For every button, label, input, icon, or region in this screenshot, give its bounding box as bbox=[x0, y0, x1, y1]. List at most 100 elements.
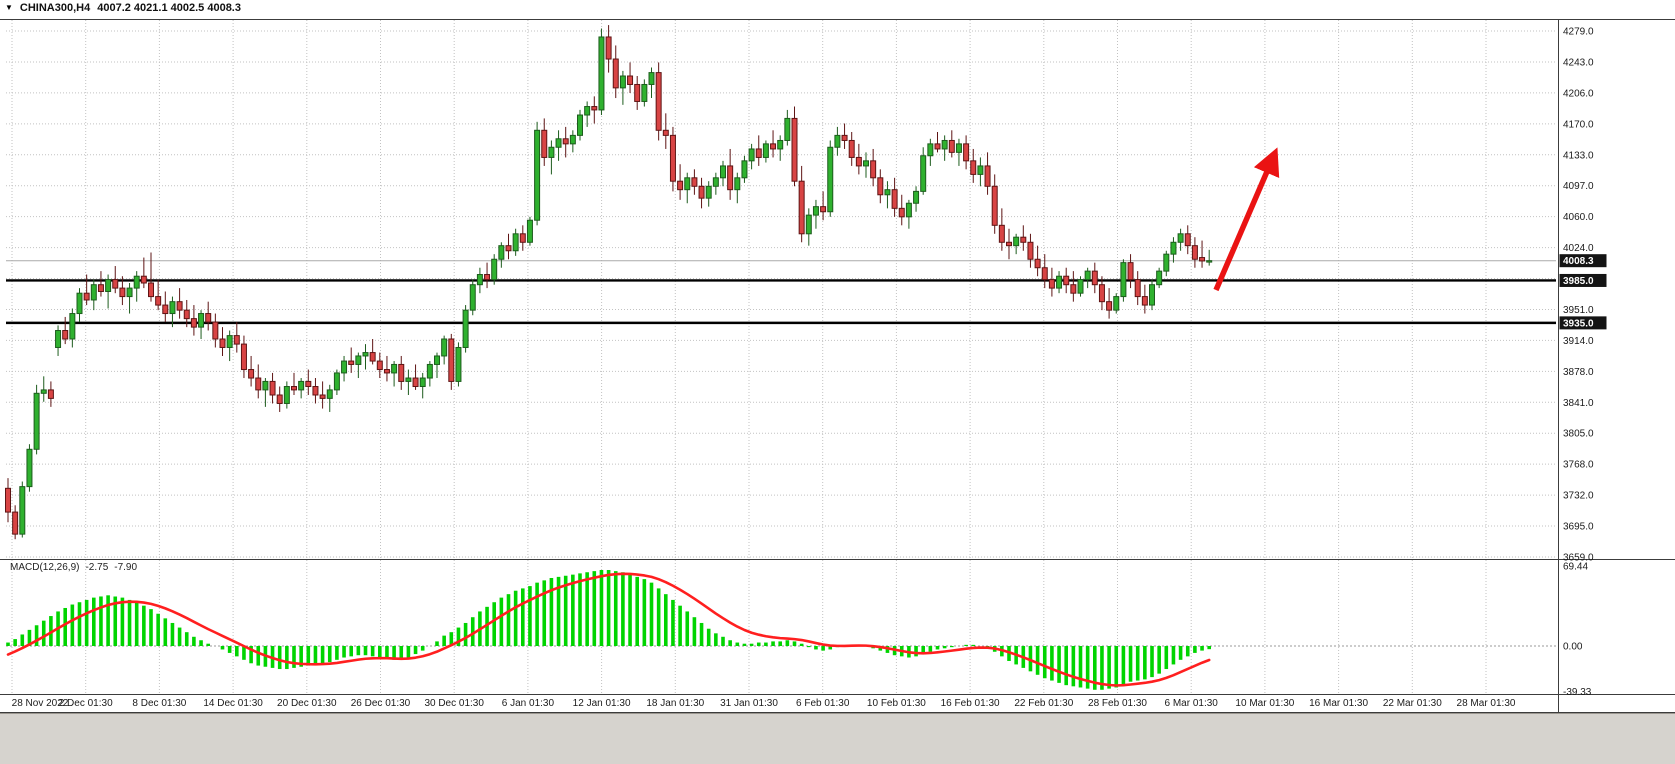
level-price-badge bbox=[1559, 273, 1607, 287]
candle-body bbox=[619, 75, 626, 89]
candle-body bbox=[641, 83, 648, 102]
candle-body bbox=[1098, 284, 1105, 303]
symbol-dropdown-icon[interactable]: ▼ bbox=[5, 3, 13, 12]
candle-body bbox=[226, 335, 233, 348]
candle-body bbox=[770, 143, 777, 150]
candle-body bbox=[562, 138, 569, 145]
candle-body bbox=[1013, 236, 1020, 247]
time-axis-label: 18 Jan 01:30 bbox=[646, 698, 704, 709]
candle-body bbox=[669, 134, 676, 182]
candle-body bbox=[913, 190, 920, 204]
candle-body bbox=[662, 129, 669, 136]
bullish-arrow[interactable] bbox=[1213, 147, 1280, 292]
candle-body bbox=[233, 335, 240, 345]
candle-body bbox=[634, 83, 641, 102]
candle-body bbox=[455, 346, 462, 382]
candle-body bbox=[1134, 279, 1141, 298]
candle-body bbox=[905, 202, 912, 218]
candle-body bbox=[240, 343, 247, 371]
candle-body bbox=[12, 511, 19, 535]
candle-body bbox=[462, 309, 469, 348]
price-axis-label: 4133.0 bbox=[1563, 150, 1594, 161]
candle-body bbox=[920, 155, 927, 192]
candle-body bbox=[176, 301, 183, 311]
trend-arrow[interactable] bbox=[1213, 147, 1280, 292]
chart-title-overlay: ▼ CHINA300,H4 4007.2 4021.1 4002.5 4008.… bbox=[5, 2, 241, 14]
candle-body bbox=[1041, 267, 1048, 281]
candle-body bbox=[855, 156, 862, 167]
candle-body bbox=[569, 134, 576, 145]
candle-body bbox=[519, 233, 526, 243]
macd-pane bbox=[6, 569, 1556, 690]
macd-axis-label: 0.00 bbox=[1563, 642, 1583, 653]
candle-body bbox=[476, 274, 483, 286]
candle-body bbox=[291, 386, 297, 391]
candle-body bbox=[1048, 279, 1055, 289]
candle-body bbox=[333, 372, 340, 391]
candle-body bbox=[834, 134, 841, 148]
time-axis-label: 16 Feb 01:30 bbox=[941, 698, 1000, 709]
candles-layer bbox=[5, 25, 1213, 540]
candle-body bbox=[827, 146, 834, 213]
candle-body bbox=[383, 369, 390, 374]
candle-body bbox=[977, 165, 984, 175]
candle-body bbox=[691, 177, 698, 187]
price-axis-label: 3951.0 bbox=[1563, 305, 1594, 316]
price-badge-text: 3985.0 bbox=[1563, 276, 1594, 287]
horizontal-level-lines[interactable] bbox=[6, 260, 1556, 325]
level-price-badge bbox=[1559, 316, 1607, 330]
price-axis-label: 3914.0 bbox=[1563, 336, 1594, 347]
price-axis-label: 3695.0 bbox=[1563, 522, 1594, 533]
time-axis-label: 14 Dec 01:30 bbox=[203, 698, 263, 709]
candle-body bbox=[998, 224, 1005, 243]
candle-body bbox=[276, 394, 283, 404]
candle-body bbox=[283, 386, 290, 404]
candle-body bbox=[898, 207, 905, 218]
time-axis-label: 10 Feb 01:30 bbox=[867, 698, 926, 709]
macd-main-value: -2.75 bbox=[85, 562, 109, 573]
candle-body bbox=[698, 185, 705, 199]
grid-layer bbox=[6, 20, 1556, 694]
candle-body bbox=[341, 360, 348, 374]
time-axis-label: 6 Jan 01:30 bbox=[502, 698, 555, 709]
macd-axis-label: -39.33 bbox=[1563, 687, 1592, 698]
candle-body bbox=[269, 380, 276, 396]
candle-body bbox=[1177, 233, 1184, 243]
candle-body bbox=[498, 245, 505, 260]
candle-body bbox=[348, 360, 355, 365]
price-axis-label: 3732.0 bbox=[1563, 491, 1594, 502]
candle-body bbox=[398, 363, 405, 382]
time-axis-label: 22 Mar 01:30 bbox=[1383, 698, 1442, 709]
candle-body bbox=[1120, 262, 1127, 298]
candle-body bbox=[548, 146, 555, 158]
candle-body bbox=[612, 58, 619, 89]
candle-body bbox=[1170, 241, 1177, 255]
time-axis-label: 16 Mar 01:30 bbox=[1309, 698, 1368, 709]
candle-body bbox=[262, 380, 269, 391]
price-axis-label: 4097.0 bbox=[1563, 181, 1594, 192]
candle-body bbox=[47, 389, 54, 399]
price-axis-label: 3805.0 bbox=[1563, 429, 1594, 440]
price-axis[interactable]: 4279.0 4243.0 4206.0 4170.0 4133.0 4097.0 4060… bbox=[1559, 27, 1607, 698]
time-axis-label: 6 Feb 01:30 bbox=[796, 698, 850, 709]
candle-body bbox=[541, 129, 548, 158]
price-axis-label: 3768.0 bbox=[1563, 460, 1594, 471]
candle-body bbox=[1027, 241, 1034, 260]
candle-body bbox=[405, 377, 412, 382]
time-axis-label: 30 Dec 01:30 bbox=[424, 698, 484, 709]
price-axis-label: 3878.0 bbox=[1563, 367, 1594, 378]
candle-body bbox=[484, 274, 491, 281]
price-axis-label: 4170.0 bbox=[1563, 119, 1594, 130]
candle-body bbox=[791, 117, 798, 182]
time-axis-label: 8 Dec 01:30 bbox=[132, 698, 186, 709]
candle-body bbox=[684, 177, 691, 191]
candle-body bbox=[1020, 236, 1027, 243]
candle-body bbox=[190, 318, 197, 328]
candle-body bbox=[526, 219, 533, 243]
candle-body bbox=[934, 143, 941, 150]
candle-body bbox=[198, 313, 205, 328]
candle-body bbox=[119, 287, 126, 298]
